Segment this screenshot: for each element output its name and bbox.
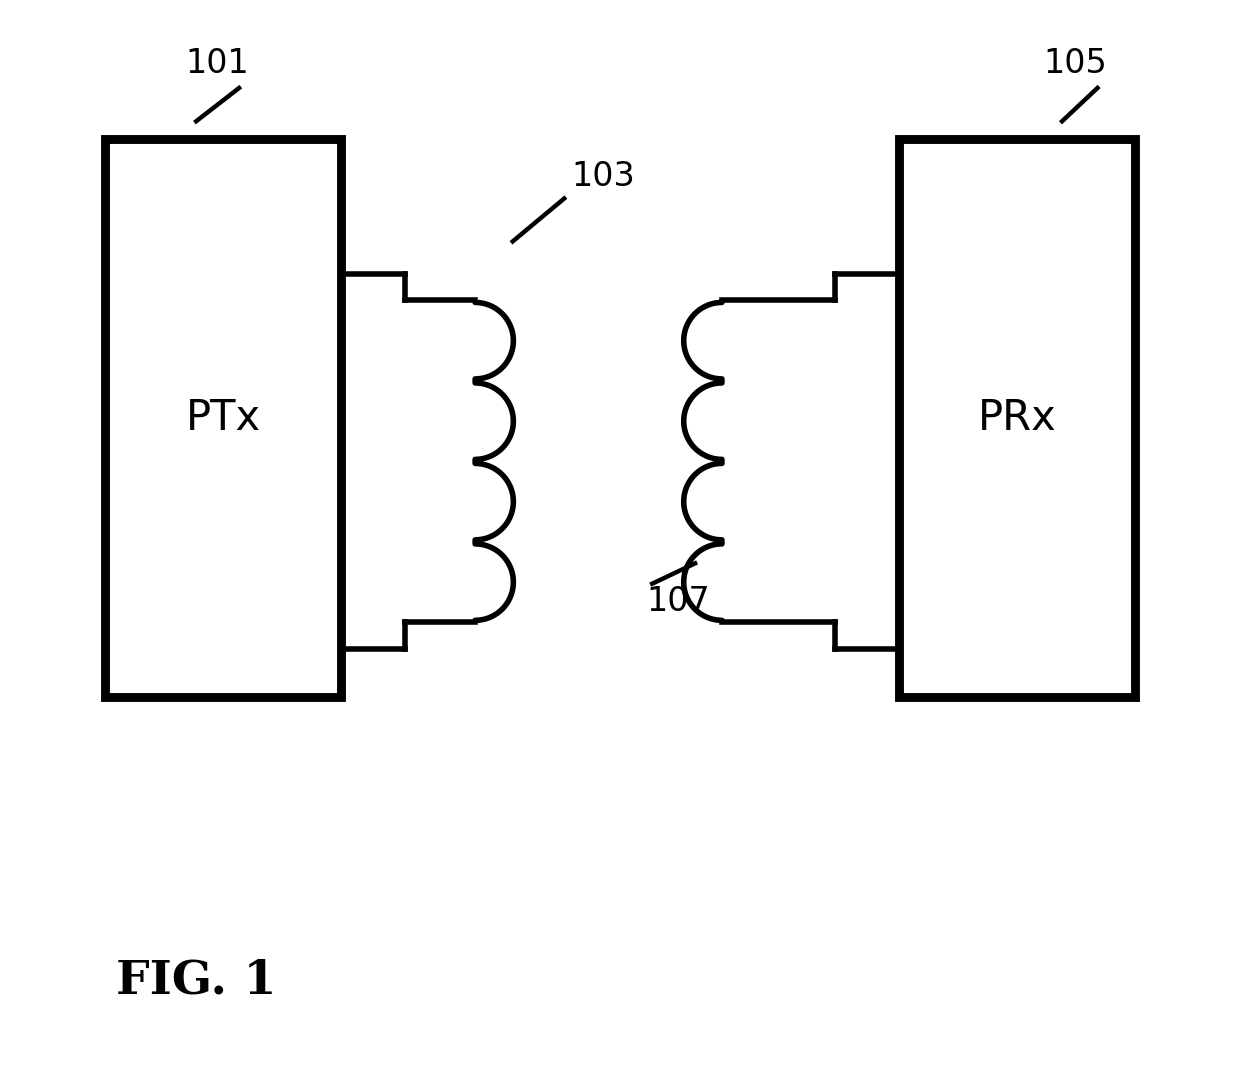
Bar [105,139,341,697]
Bar [899,139,1135,697]
Text: 107: 107 [647,585,711,618]
Text: 101: 101 [186,47,249,80]
Text: PRx: PRx [977,397,1056,440]
Text: 103: 103 [572,160,635,193]
Text: FIG. 1: FIG. 1 [115,957,277,1003]
Text: 105: 105 [1044,47,1107,80]
Text: PTx: PTx [186,397,260,440]
